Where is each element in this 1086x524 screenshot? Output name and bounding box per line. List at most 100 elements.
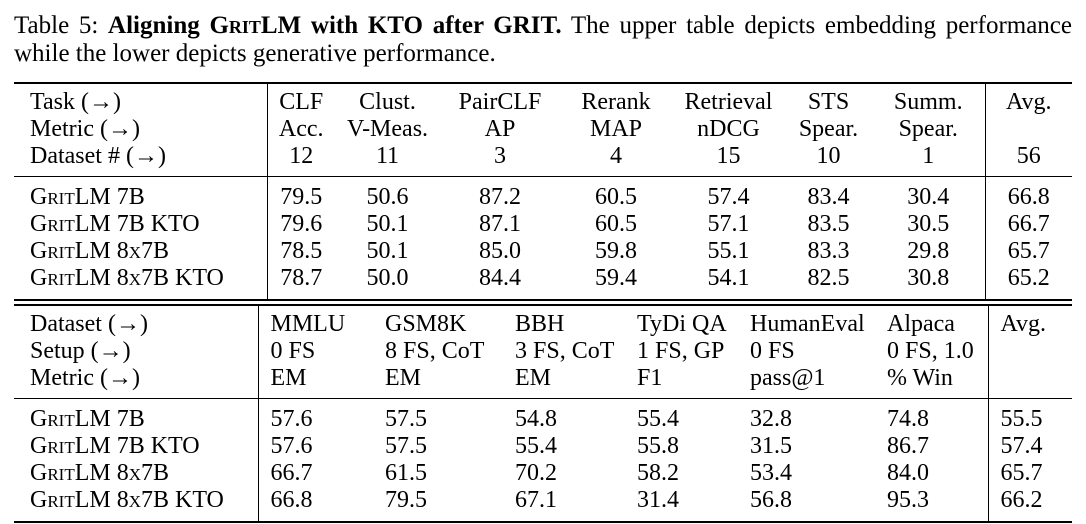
caption-model-name: GritLM (209, 12, 302, 39)
header-row: Metric (→) Acc. V-Meas. AP MAP nDCG Spear. Spea… (14, 116, 1072, 143)
model-name-cell: GritLM 8x7B KTO (30, 487, 224, 513)
value-cell: 79.5 (266, 176, 335, 211)
column-header-cell: 0 FS, 1.0 (887, 338, 974, 364)
value-cell: 78.7 (266, 265, 335, 299)
header-row: Metric (→) EM EM EM F1 pass@1% Win (14, 365, 1072, 399)
model-name-cell: GritLM 7B (30, 406, 145, 432)
generative-performance-table: Dataset (→) MMLU GSM8K BBH TyDi QA HumanEval A… (14, 306, 1072, 523)
column-header-cell: TyDi QA (637, 311, 727, 337)
column-header-cell: 15 (672, 143, 785, 177)
caption-text-line1: The upper table depicts embedding perfor… (570, 12, 1072, 39)
value-cell: 65.2 (984, 265, 1072, 299)
value-cell: 57.4 (987, 433, 1072, 460)
column-header-cell: 10 (785, 143, 872, 177)
caption-title-pre: Aligning (108, 12, 200, 39)
column-header-cell: Spear. (898, 116, 958, 142)
caption-label: Table 5: (14, 12, 99, 39)
value-cell: 57.4 (707, 184, 750, 210)
value-cell: 66.8 (257, 487, 373, 522)
value-cell: 87.2 (479, 184, 521, 210)
column-header-cell (984, 116, 1072, 143)
model-name-cell: GritLM 8x7B KTO (30, 265, 224, 291)
column-header-cell: 3 (440, 143, 560, 177)
data-row: GritLM 7B KTO 57.6 57.5 55.4 55.8 31.5 86.7 57.… (14, 433, 1072, 460)
value-cell: 57.5 (385, 406, 427, 432)
table-caption: Table 5: Aligning GritLM with KTO after … (14, 12, 1072, 68)
row-header-label: Task (→) (30, 89, 121, 115)
column-header-cell: Acc. (266, 116, 335, 143)
column-header-cell (987, 365, 1072, 399)
value-cell: 86.7 (887, 433, 929, 459)
column-header-cell: 3 FS, CoT (515, 338, 615, 364)
value-cell: 50.6 (366, 184, 409, 210)
value-cell: 74.8 (887, 406, 929, 432)
column-header-cell: Clust. (359, 89, 416, 115)
value-cell: 66.8 (984, 176, 1072, 211)
value-cell: 79.6 (266, 211, 335, 238)
data-row: GritLM 7B KTO 79.6 50.1 87.1 60.5 57.1 83.5 30.… (14, 211, 1072, 238)
model-name-cell: GritLM 8x7B (30, 460, 170, 486)
value-cell: 30.8 (907, 265, 950, 291)
data-row: GritLM 7B 57.6 57.5 54.8 55.4 32.8 74.8 55.5 (14, 398, 1072, 433)
value-cell: 57.5 (385, 433, 427, 459)
value-cell: 54.1 (707, 265, 750, 291)
value-cell: 30.5 (907, 211, 950, 237)
value-cell: 66.7 (984, 211, 1072, 238)
value-cell: 55.5 (987, 398, 1072, 433)
value-cell: 66.7 (257, 460, 373, 487)
column-header-cell: EM (257, 365, 373, 399)
generative-table-body: GritLM 7B 57.6 57.5 54.8 55.4 32.8 74.8 55.5 Gri… (14, 398, 1072, 522)
model-name-cell: GritLM 7B KTO (30, 433, 200, 459)
column-header-cell: 12 (266, 143, 335, 177)
column-header-cell: AP (484, 116, 516, 142)
column-header-cell: Avg. (987, 306, 1072, 338)
header-row: Dataset (→) MMLU GSM8K BBH TyDi QA HumanEval A… (14, 306, 1072, 338)
value-cell: 32.8 (750, 406, 792, 432)
column-header-cell: 0 FS (257, 338, 373, 365)
column-header-cell: HumanEval (750, 311, 865, 337)
embedding-table-body: GritLM 7B 79.5 50.6 87.2 60.5 57.4 83.4 30.4 66.… (14, 176, 1072, 299)
column-header-cell: nDCG (697, 116, 760, 142)
value-cell: 50.1 (366, 211, 409, 237)
value-cell: 55.4 (515, 433, 557, 459)
header-row: Setup (→) 0 FS 8 FS, CoT 3 FS, CoT 1 FS, GP 0… (14, 338, 1072, 365)
value-cell: 59.4 (595, 265, 637, 291)
row-header-label: Dataset # (→) (14, 143, 267, 177)
row-header-label: Metric (→) (14, 365, 258, 399)
value-cell: 55.4 (637, 406, 679, 432)
value-cell: 83.3 (807, 238, 850, 264)
column-header-cell: 4 (560, 143, 672, 177)
value-cell: 31.5 (750, 433, 792, 459)
column-header-cell: Summ. (893, 89, 963, 115)
caption-text-line2: while the lower depicts generative perfo… (14, 40, 496, 67)
column-header-cell: 56 (984, 143, 1072, 177)
value-cell: 56.8 (750, 487, 792, 513)
value-cell: 79.5 (385, 487, 427, 513)
value-cell: 60.5 (595, 211, 637, 237)
embedding-table-header: Task (→) CLF Clust. PairCLF Rerank Retrieval S… (14, 83, 1072, 177)
column-header-cell: PairCLF (458, 89, 542, 115)
caption-line-1: Table 5: Aligning GritLM with KTO after … (14, 12, 1072, 40)
column-header-cell: % Win (875, 365, 988, 399)
value-cell: 83.5 (807, 211, 850, 237)
column-header-cell: 1 FS, GP (637, 338, 725, 364)
value-cell: 87.1 (479, 211, 521, 237)
value-cell: 85.0 (479, 238, 521, 264)
value-cell: 84.0 (887, 460, 929, 486)
table-separator-double-rule (14, 299, 1072, 306)
row-header-label: Setup (→) (30, 338, 131, 364)
value-cell: 53.4 (750, 460, 792, 486)
value-cell: 65.7 (987, 460, 1072, 487)
column-header-cell: Spear. (798, 116, 859, 142)
data-row: GritLM 8x7B KTO 66.8 79.5 67.1 31.4 56.8 95.3 6… (14, 487, 1072, 522)
value-cell: 54.8 (515, 406, 557, 432)
value-cell: 50.1 (366, 238, 409, 264)
value-cell: 67.1 (515, 487, 557, 513)
value-cell: 29.8 (907, 238, 950, 264)
model-name-cell: GritLM 7B (30, 184, 145, 210)
data-row: GritLM 7B 79.5 50.6 87.2 60.5 57.4 83.4 30.4 66.… (14, 176, 1072, 211)
value-cell: 57.6 (257, 398, 373, 433)
value-cell: 65.7 (984, 238, 1072, 265)
generative-table-header: Dataset (→) MMLU GSM8K BBH TyDi QA HumanEval A… (14, 306, 1072, 399)
